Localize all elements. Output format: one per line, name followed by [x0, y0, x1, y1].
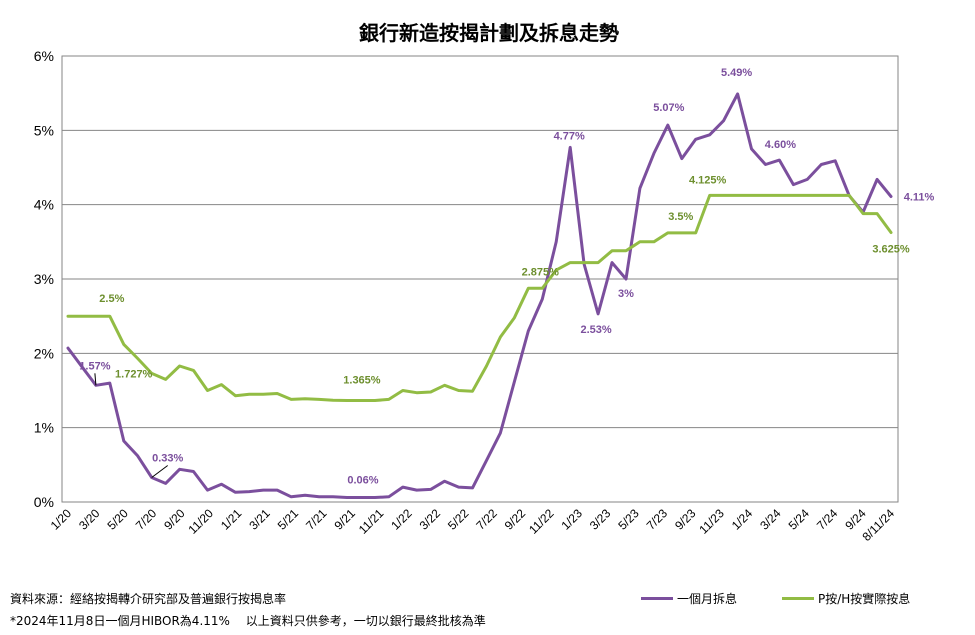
data-label-hibor: 1.57% [79, 360, 110, 372]
data-label-prime: 4.125% [689, 174, 727, 186]
legend-item-hibor: 一個月拆息 [641, 590, 737, 607]
data-label-hibor: 5.49% [721, 67, 752, 79]
x-tick-label: 7/24 [814, 506, 841, 533]
data-label-hibor: 3% [618, 288, 634, 300]
y-tick-label: 1% [34, 420, 54, 436]
data-label-prime: 2.875% [522, 266, 560, 278]
series-lines [66, 92, 893, 499]
gridlines [61, 55, 899, 503]
x-tick-label: 1/21 [218, 506, 245, 533]
y-tick-label: 5% [34, 122, 54, 138]
x-tick-label: 3/24 [757, 506, 784, 533]
data-label-hibor: 5.07% [653, 102, 684, 114]
x-tick-label: 3/21 [246, 506, 273, 533]
data-labels: 1.57% 0.33% 0.06% 4.77% 2.53% 3% 5.07% 5.49% 4.6… [79, 67, 934, 487]
x-tick-label: 1/23 [559, 506, 586, 533]
y-axis-ticks: 0% 1% 2% 3% 4% 5% 6% [34, 48, 54, 510]
y-tick-label: 2% [34, 345, 54, 361]
x-tick-label: 3/20 [76, 506, 103, 533]
data-label-prime: 2.5% [99, 293, 124, 305]
x-tick-label: 9/23 [672, 506, 699, 533]
x-tick-label: 5/24 [786, 506, 813, 533]
data-label-prime: 1.727% [115, 368, 153, 380]
y-tick-label: 3% [34, 271, 54, 287]
data-label-prime: 3.625% [872, 244, 910, 256]
x-tick-label: 1/22 [388, 506, 415, 533]
x-tick-label: 5/20 [104, 506, 131, 533]
x-tick-label: 7/22 [473, 506, 500, 533]
legend-item-prime: P按/H按實際按息 [782, 590, 910, 607]
legend-label-prime: P按/H按實際按息 [818, 592, 911, 606]
x-tick-label: 8/11/24 [860, 506, 898, 544]
x-tick-label: 7/20 [133, 506, 160, 533]
x-tick-label: 11/22 [526, 506, 557, 537]
data-label-hibor: 0.33% [152, 452, 183, 464]
data-label-hibor: 0.06% [347, 475, 378, 487]
x-tick-label: 5/23 [615, 506, 642, 533]
disclaimer-note: *2024年11月8日一個月HIBOR為4.11% 以上資料只供參考，一切以銀行… [10, 614, 486, 628]
x-tick-label: 11/20 [186, 506, 217, 537]
data-label-hibor: 4.60% [765, 139, 796, 151]
data-label-hibor: 2.53% [580, 324, 611, 336]
x-tick-label: 9/22 [502, 506, 529, 533]
x-tick-label: 7/21 [303, 506, 330, 533]
x-tick-label: 5/21 [275, 506, 302, 533]
y-tick-label: 6% [34, 48, 54, 64]
x-tick-label: 1/24 [729, 506, 756, 533]
x-tick-label: 7/23 [644, 506, 671, 533]
source-note: 資料來源：經絡按揭轉介研究部及普遍銀行按揭息率 [10, 592, 287, 606]
data-label-leader [151, 465, 168, 478]
series-line-hibor [66, 92, 893, 499]
x-tick-label: 9/20 [161, 506, 188, 533]
chart-title: 銀行新造按揭計劃及拆息走勢 [359, 21, 619, 45]
y-tick-label: 0% [34, 494, 54, 510]
data-label-hibor: 4.11% [904, 191, 935, 203]
x-tick-label: 5/22 [445, 506, 472, 533]
series-line-prime [66, 193, 893, 402]
data-label-leader [94, 373, 97, 386]
data-label-hibor: 4.77% [554, 130, 585, 142]
legend-swatch-hibor [641, 597, 673, 600]
data-label-prime: 1.365% [343, 375, 381, 387]
x-tick-label: 11/21 [356, 506, 387, 537]
y-tick-label: 4% [34, 197, 54, 213]
legend-swatch-prime [782, 597, 814, 600]
x-tick-label: 9/21 [331, 506, 358, 533]
x-tick-label: 3/23 [587, 506, 614, 533]
x-tick-label: 3/22 [417, 506, 444, 533]
data-label-prime: 3.5% [668, 211, 693, 223]
x-tick-label: 11/23 [696, 506, 727, 537]
legend-label-hibor: 一個月拆息 [677, 592, 738, 606]
